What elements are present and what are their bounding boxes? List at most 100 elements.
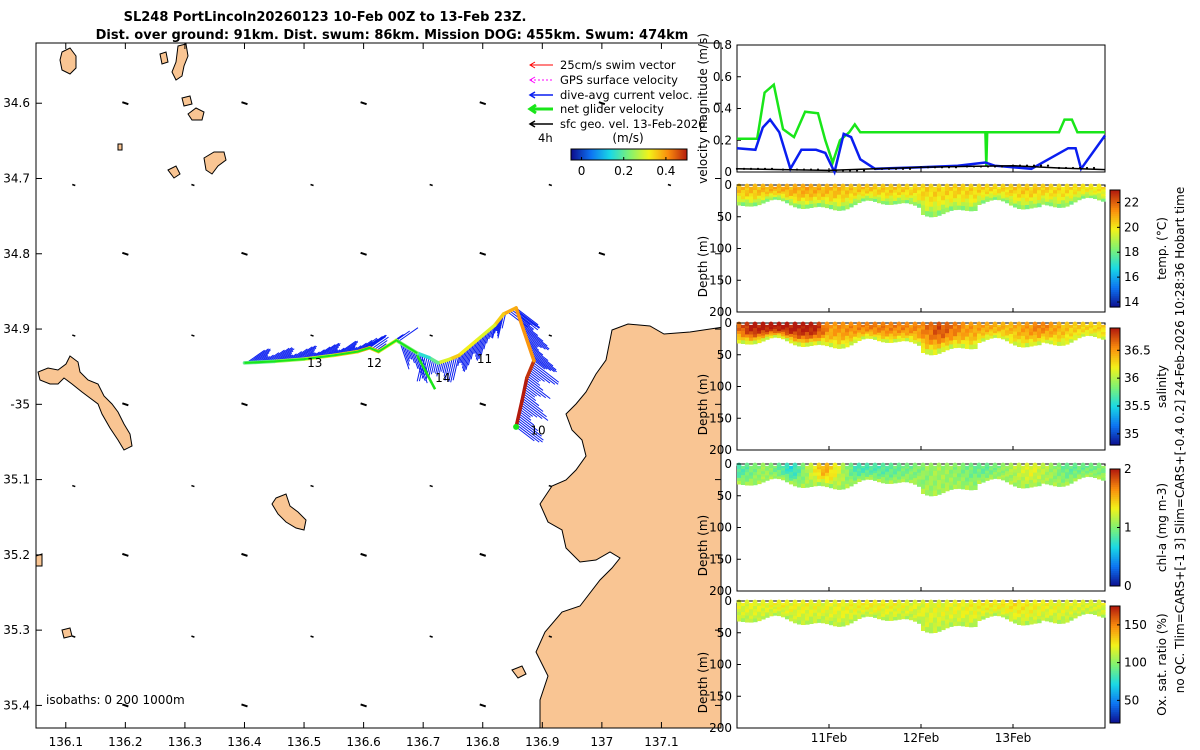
section-cell [933,324,938,331]
section-cell [965,186,970,192]
section-cell [925,211,930,217]
section-cell [917,613,922,618]
section-colorbar-cell [1110,419,1120,423]
section-cell [889,339,894,343]
surface-sample-dot [888,462,894,468]
section-cell [989,613,994,617]
section-cell [917,324,922,329]
section-cell [797,331,802,336]
map-frame [35,42,722,729]
section-cell [837,477,842,483]
section-cell [893,605,898,610]
section-cell [857,194,862,198]
section-colorbar-cell [1110,197,1120,201]
section-cell [893,189,898,194]
section-cell [1073,615,1078,619]
section-cell [969,469,974,475]
section-cell [773,607,778,610]
section-cell [1101,477,1106,481]
section-cell [937,324,942,331]
section-cell [945,207,950,213]
section-cell [737,474,742,479]
section-colorbar-cell [1110,431,1120,434]
section-cell [1041,192,1046,197]
section-cell [929,480,934,487]
current-vector [412,350,423,376]
surface-sample-dot [936,183,942,189]
section-cell [797,335,802,340]
section-colorbar-tick-label: 22 [1124,195,1139,209]
section-colorbar-cell [1110,406,1120,409]
colorbar-cell [608,149,610,160]
section-cell [817,606,822,610]
section-colorbar-cell [1110,256,1120,259]
section-cell [925,206,930,212]
section-cell [849,196,854,201]
section-cell [801,204,806,209]
map-x-tick-label: 136.5 [287,735,321,749]
section-cell [833,481,838,486]
current-vector [522,395,544,412]
section-cell [753,602,758,607]
section-cell [877,200,882,204]
surface-sample-dot [968,183,974,189]
section-cell [745,615,750,620]
legend-current-arrowhead [528,91,536,99]
section-colorbar-cell [1110,329,1120,333]
section-cell [817,186,822,191]
surface-sample-dot [848,599,854,605]
section-cell [861,191,866,195]
section-cell [1093,604,1098,608]
section-colorbar-cell [1110,266,1120,269]
section-cell [837,206,842,211]
track-segment [492,312,506,328]
section-cell [1081,467,1086,471]
section-cell [937,480,942,486]
section-cell [925,480,930,486]
section-cell [1073,610,1078,614]
section-cell [1081,330,1086,333]
map-x-tick-label: 136.9 [525,735,559,749]
section-cell [1005,194,1010,198]
section-cell [1041,480,1046,484]
map-x-tick-label: 136.1 [49,735,83,749]
section-cell [809,469,814,474]
section-cell [897,608,902,612]
section-cell [1029,335,1034,340]
section-cell [1045,330,1050,335]
current-vector [320,343,341,358]
section-cell [877,192,882,196]
section-cell [1077,611,1082,615]
section-cell [873,329,878,333]
section-cell [833,336,838,341]
section-cell [913,328,918,332]
section-cell [761,471,766,475]
map-y-tick-label: 35.3 [3,623,30,637]
section-cell [1013,465,1018,470]
section-cell [833,340,838,345]
section-cell [801,342,806,347]
surface-sample-dot [872,462,878,468]
section-cell [937,329,942,335]
section-cell [869,465,874,469]
section-colorbar-cell [1110,480,1120,484]
section-cell [797,483,802,488]
section-cell [901,338,906,342]
section-cell [793,341,798,346]
section-colorbar-cell [1110,676,1120,679]
section-cell [949,469,954,475]
section-cell [833,602,838,608]
surface-sample-dot [960,183,966,189]
section-cell [789,192,794,197]
section-cell [1089,610,1094,613]
section-cell [1069,330,1074,335]
section-cell [897,338,902,342]
section-y-tick-label: 100 [709,242,732,256]
colorbar-cell [577,149,579,160]
section-cell [1069,468,1074,473]
section-cell [853,617,858,622]
section-cell [1025,613,1030,618]
section-cell [809,479,814,484]
section-cell [861,327,866,331]
section-cell [929,334,934,341]
